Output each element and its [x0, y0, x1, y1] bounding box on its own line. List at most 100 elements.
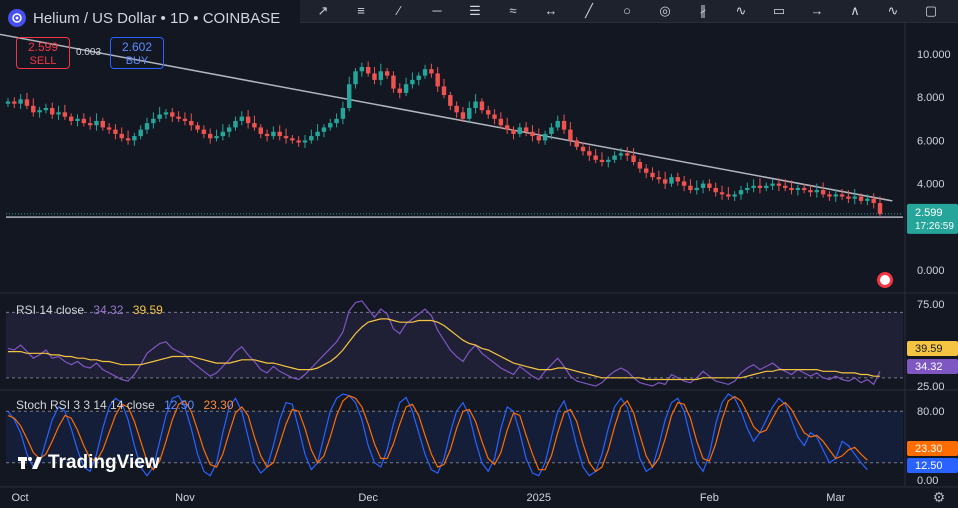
candle-body[interactable]: [738, 190, 744, 195]
candle-body[interactable]: [125, 138, 131, 141]
candle-body[interactable]: [195, 125, 200, 130]
candle-body[interactable]: [87, 123, 93, 126]
candle-body[interactable]: [852, 196, 857, 199]
candle-body[interactable]: [555, 120, 560, 128]
circle-icon[interactable]: ◎: [659, 3, 671, 18]
candle-body[interactable]: [530, 131, 535, 137]
candle-body[interactable]: [631, 155, 636, 162]
candle-body[interactable]: [593, 155, 598, 160]
candle-body[interactable]: [467, 108, 472, 119]
candle-body[interactable]: [309, 136, 314, 141]
candle-body[interactable]: [795, 187, 801, 191]
candle-body[interactable]: [820, 190, 826, 195]
path-icon[interactable]: ╱: [585, 3, 593, 18]
candle-body[interactable]: [492, 114, 497, 119]
candle-body[interactable]: [700, 183, 706, 188]
candle-body[interactable]: [106, 127, 112, 130]
candle-body[interactable]: [808, 190, 813, 193]
candle-body[interactable]: [189, 120, 194, 126]
candle-body[interactable]: [618, 153, 624, 156]
candle-body[interactable]: [789, 187, 794, 191]
candle-body[interactable]: [561, 120, 567, 130]
candle-body[interactable]: [391, 75, 396, 89]
rsi-legend[interactable]: RSI 14 close 34.32 39.59: [16, 303, 169, 317]
candle-body[interactable]: [669, 177, 674, 184]
candle-body[interactable]: [290, 138, 295, 141]
candle-body[interactable]: [479, 101, 485, 111]
candle-body[interactable]: [384, 71, 390, 76]
candle-body[interactable]: [132, 136, 137, 141]
candle-body[interactable]: [435, 73, 440, 87]
candle-body[interactable]: [182, 118, 188, 121]
candle-body[interactable]: [163, 112, 169, 115]
candle-body[interactable]: [37, 110, 42, 113]
candle-body[interactable]: [694, 187, 699, 191]
sell-button[interactable]: 2.599 SELL: [16, 37, 70, 69]
candle-body[interactable]: [403, 84, 409, 93]
candle-body[interactable]: [43, 108, 49, 111]
candle-body[interactable]: [599, 159, 605, 162]
candle-body[interactable]: [814, 190, 820, 193]
candle-body[interactable]: [233, 120, 238, 128]
candle-body[interactable]: [81, 118, 87, 124]
stoch-d-line[interactable]: [7, 395, 868, 473]
candle-body[interactable]: [50, 108, 55, 115]
candle-body[interactable]: [606, 159, 611, 162]
candle-body[interactable]: [359, 66, 365, 72]
candle-body[interactable]: [119, 133, 124, 139]
text-icon[interactable]: ☰: [469, 3, 481, 18]
candle-body[interactable]: [719, 192, 725, 195]
candle-body[interactable]: [751, 185, 756, 188]
candle-body[interactable]: [422, 69, 428, 76]
candle-body[interactable]: [637, 162, 643, 169]
candle-body[interactable]: [365, 66, 371, 74]
candle-body[interactable]: [726, 194, 731, 197]
candle-body[interactable]: [688, 185, 693, 191]
candle-body[interactable]: [258, 127, 263, 134]
candle-body[interactable]: [315, 131, 320, 137]
candle-body[interactable]: [416, 75, 421, 80]
candle-body[interactable]: [783, 185, 788, 188]
candle-body[interactable]: [31, 105, 36, 113]
fib-icon[interactable]: ∕: [397, 3, 401, 18]
candle-body[interactable]: [707, 183, 712, 188]
candle-body[interactable]: [650, 172, 655, 178]
candle-body[interactable]: [498, 118, 504, 126]
candle-body[interactable]: [448, 95, 453, 106]
candle-body[interactable]: [662, 179, 668, 184]
candle-body[interactable]: [441, 86, 447, 96]
candle-body[interactable]: [264, 133, 270, 137]
candle-body[interactable]: [12, 101, 17, 104]
candle-body[interactable]: [801, 187, 807, 191]
candle-body[interactable]: [745, 187, 750, 191]
candle-body[interactable]: [517, 127, 523, 134]
forecast-icon[interactable]: ≈: [509, 3, 517, 18]
candle-body[interactable]: [151, 118, 156, 124]
xabcd-icon[interactable]: ∧: [850, 3, 860, 18]
brush-icon[interactable]: ─: [432, 3, 442, 18]
candle-body[interactable]: [846, 196, 851, 199]
candle-body[interactable]: [328, 123, 333, 128]
candle-body[interactable]: [94, 120, 99, 126]
candle-body[interactable]: [523, 127, 529, 132]
candle-body[interactable]: [340, 108, 346, 119]
candle-body[interactable]: [378, 71, 384, 80]
candle-body[interactable]: [24, 99, 30, 106]
candle-body[interactable]: [207, 133, 213, 139]
candle-body[interactable]: [454, 105, 459, 113]
candle-body[interactable]: [138, 129, 143, 137]
candle-body[interactable]: [871, 198, 876, 204]
candle-body[interactable]: [770, 183, 775, 186]
candle-body[interactable]: [410, 79, 415, 85]
pattern-icon[interactable]: ○: [623, 3, 631, 18]
candle-body[interactable]: [675, 177, 681, 182]
candle-body[interactable]: [877, 203, 883, 214]
eraser-icon[interactable]: ▢: [924, 3, 938, 18]
stoch-k-line[interactable]: [7, 393, 868, 477]
candle-body[interactable]: [713, 187, 718, 193]
candle-body[interactable]: [536, 136, 541, 141]
candle-body[interactable]: [170, 112, 175, 117]
candle-body[interactable]: [176, 116, 181, 119]
arrow-icon[interactable]: →: [810, 3, 824, 18]
